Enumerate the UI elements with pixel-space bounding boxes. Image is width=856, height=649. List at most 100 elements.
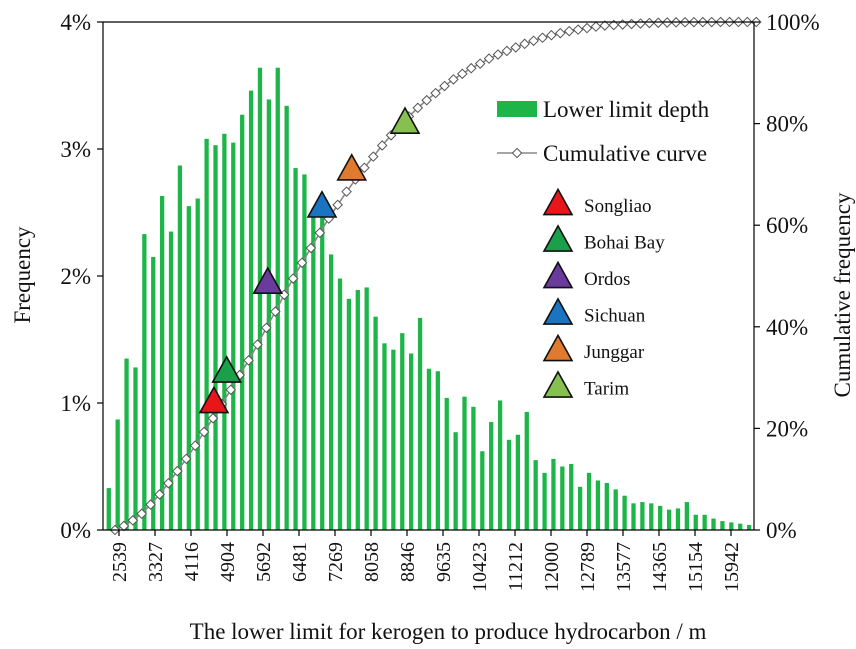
frequency-bar [373,316,378,530]
frequency-bar [569,463,574,530]
frequency-bar [435,371,440,530]
frequency-bar [489,422,494,530]
legend-basin-marker [542,370,574,398]
frequency-bar [666,509,672,530]
frequency-bar [711,518,716,530]
frequency-bar [151,256,156,530]
frequency-bar [409,353,414,530]
legend-basin-marker [542,297,574,325]
frequency-bar [604,483,609,530]
cumulative-point [528,35,539,47]
basin-marker [336,153,368,181]
cumulative-point [341,186,352,197]
frequency-bar [560,466,565,530]
cumulative-point [492,49,504,60]
x-tick-label: 15154 [685,542,707,592]
cumulative-point [448,74,459,85]
frequency-bar [417,317,423,530]
basin-markers-layer [198,106,421,414]
x-tick-label: 15942 [721,542,743,592]
legend-basin-marker [542,187,574,216]
cumulative-point [457,68,468,80]
x-tick-label: 11212 [505,542,527,591]
legend-basin-label: Ordos [584,269,630,290]
ticks-layer: 0% 1% 2% 3% 4% 0% 20% 40% 60% 80% 100% 2539 3327 4116… [60,10,819,592]
cumulative-point [590,21,602,32]
y2-tick-label: 80% [766,112,808,137]
frequency-bar [222,133,227,530]
frequency-bar [168,231,174,531]
cumulative-point [243,355,254,366]
frequency-bar [524,411,529,530]
frequency-bar [515,434,521,530]
cumulative-point [483,53,495,64]
y-tick-label: 4% [60,10,91,35]
frequency-bar [115,419,120,530]
cumulative-point [546,29,557,41]
y-tick-label: 1% [60,391,91,416]
basin-marker [389,106,421,134]
x-tick-label: 12789 [577,542,599,592]
frequency-bar [720,521,725,530]
legend-basin-label: Bohai Bay [584,233,665,254]
frequency-bar [160,195,165,531]
frequency-bar [693,514,698,530]
x-tick-label: 8846 [397,542,419,582]
cumulative-point [608,19,620,31]
cumulative-point [439,80,450,92]
x-tick-label: 7269 [325,542,347,582]
frequency-bar [586,472,592,530]
x-tick-label: 12000 [541,542,563,592]
frequency-bar [240,114,245,531]
cumulative-point [198,426,210,438]
frequency-bar [533,460,538,530]
cumulative-point [519,38,530,50]
legend-label-bars: Lower limit depth [543,97,710,122]
cumulative-point [270,306,281,317]
cumulative-point [252,339,263,350]
legend: Lower limit depth Cumulative curve Songlia… [497,97,710,400]
basin-marker [198,385,230,414]
cumulative-point [644,17,655,29]
cumulative-point [127,515,139,526]
cumulative-point [305,242,317,254]
cumulative-point [617,19,628,30]
x-tick-label: 14365 [649,542,671,592]
frequency-bar [400,333,405,530]
frequency-bar [746,524,752,530]
basin-marker [211,355,243,383]
frequency-bar [640,502,645,530]
frequency-bar [133,367,138,530]
frequency-bar [649,503,654,530]
legend-swatch-marker [511,147,523,159]
cumulative-point [180,453,192,465]
basin-marker [252,266,284,294]
cumulative-point [430,87,441,99]
cumulative-point [332,199,343,211]
cumulative-point [207,412,219,424]
frequency-bar [426,368,432,530]
cumulative-point [314,227,326,239]
frequency-bar [738,523,743,530]
cumulative-point [501,45,513,57]
x-tick-label: 9635 [433,542,455,582]
y2-tick-label: 40% [766,315,808,340]
legend-basin-label: Sichuan [584,306,646,327]
frequency-bar [391,349,396,530]
frequency-bar [551,458,556,530]
cumulative-point [376,140,388,151]
frequency-bar [595,480,601,530]
x-tick-label: 5692 [253,542,275,582]
legend-basin-label: Tarim [584,379,629,400]
frequency-bar [284,105,289,530]
cumulative-point [652,17,664,29]
cumulative-point [626,18,637,30]
cumulative-point [359,162,370,174]
cumulative-point [572,24,584,35]
legend-basin-label: Junggar [584,342,645,363]
cumulative-point [510,42,522,53]
frequency-bar [542,472,547,530]
frequency-bar [186,206,191,530]
cumulative-point [163,477,174,489]
frequency-bar [658,505,663,530]
